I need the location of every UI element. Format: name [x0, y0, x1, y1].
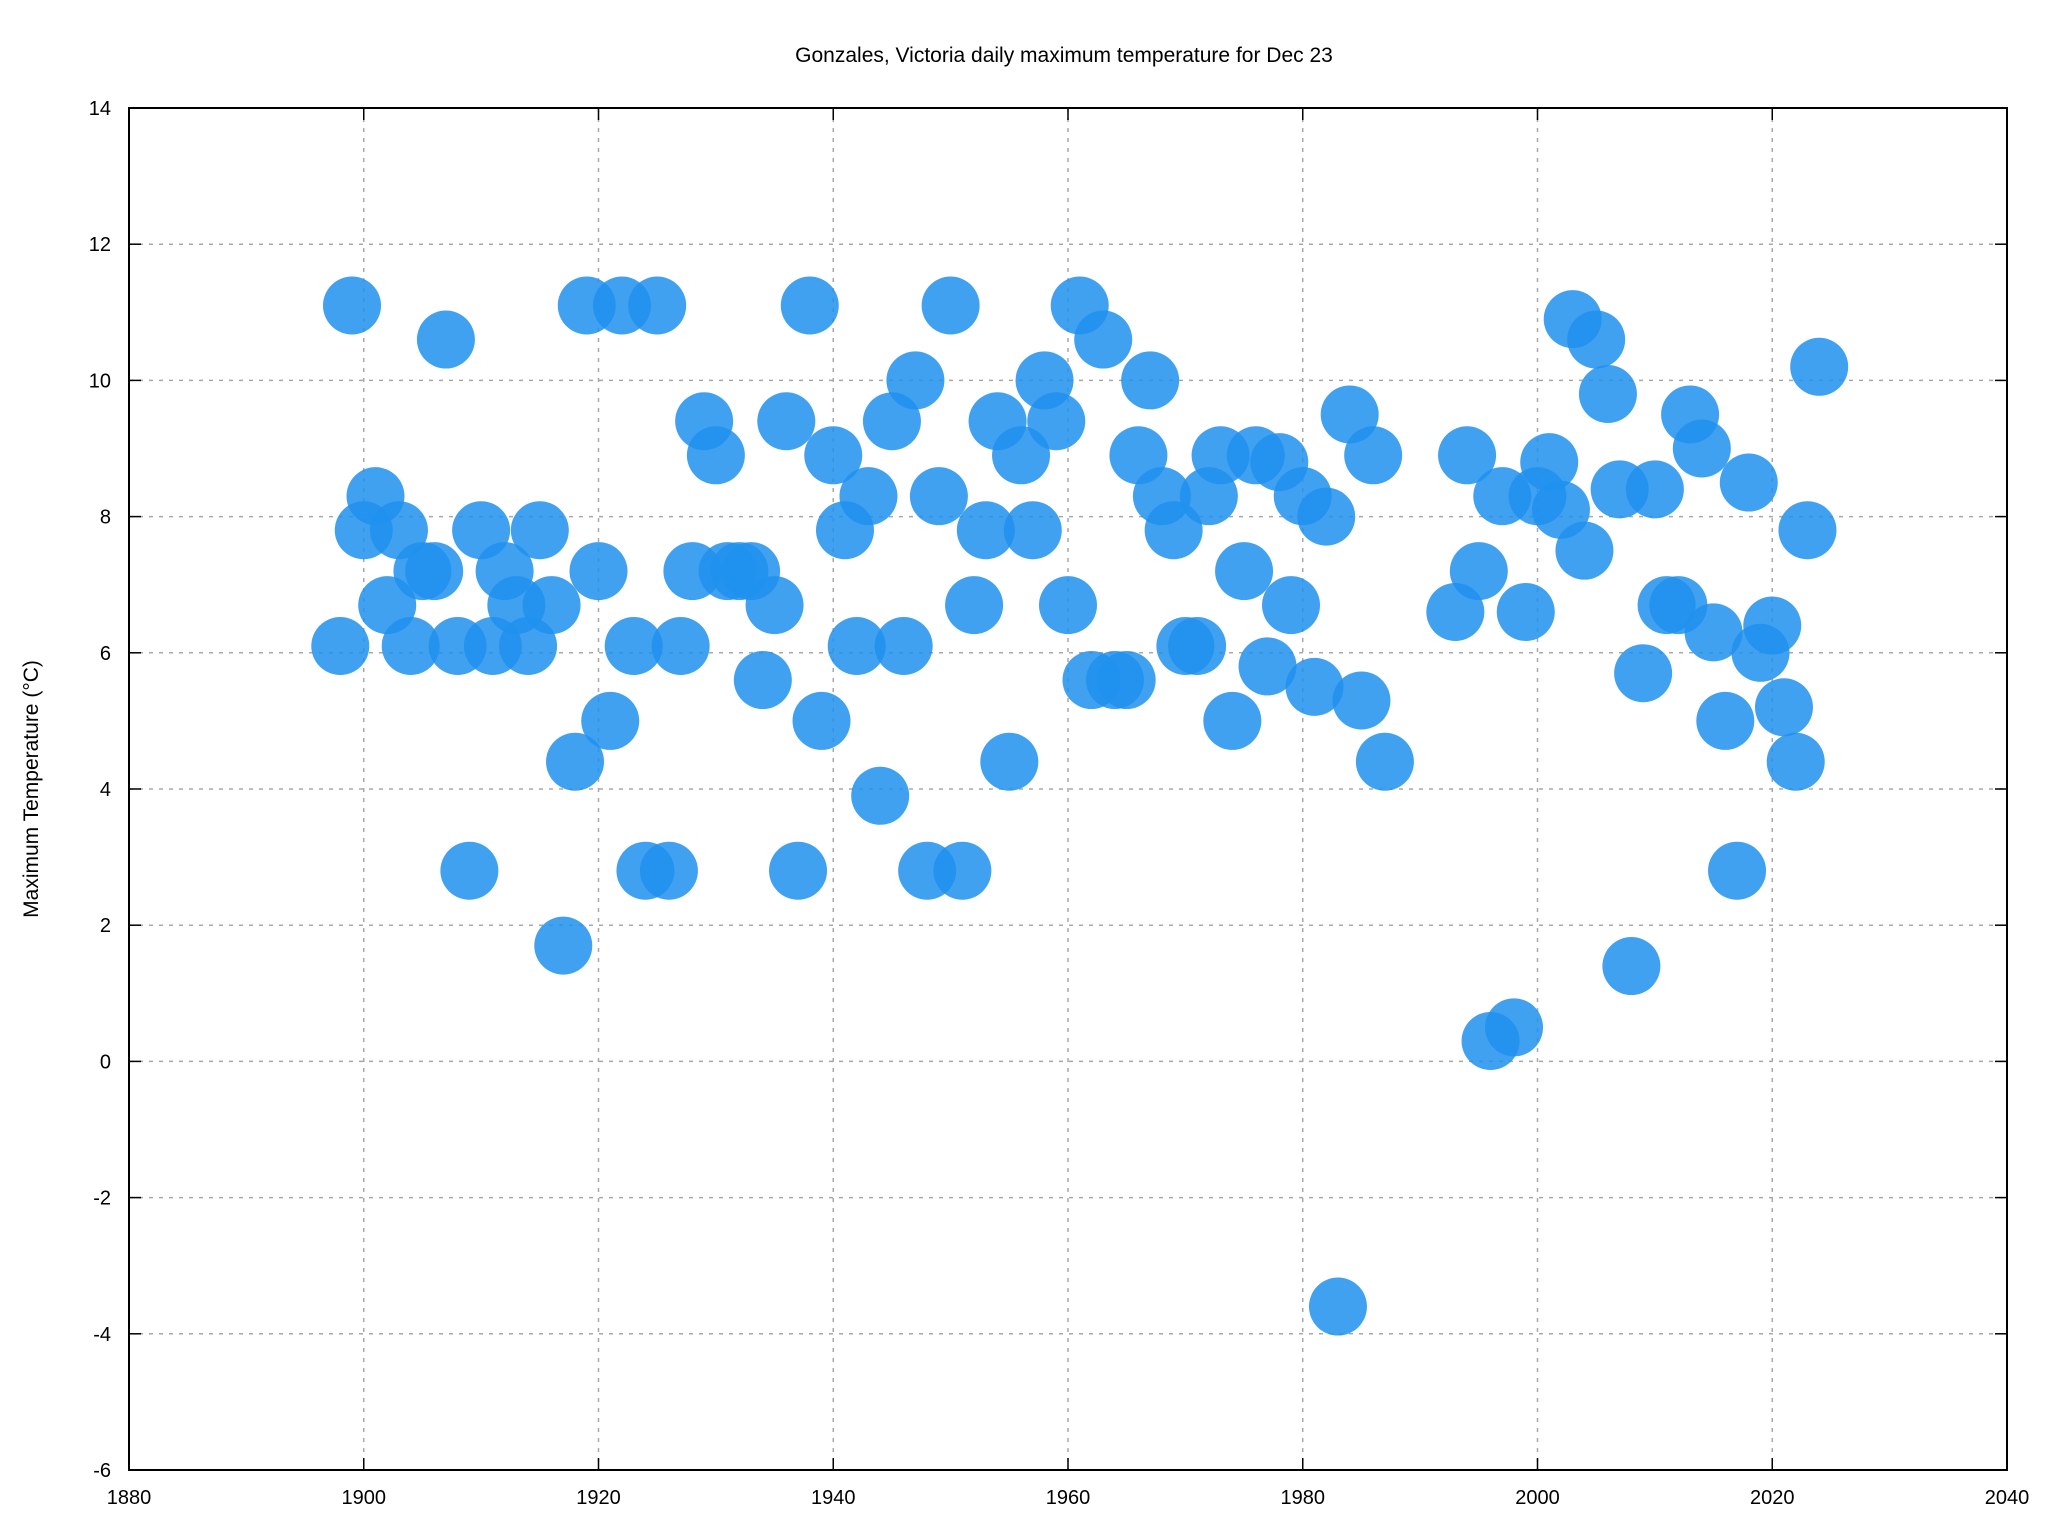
- data-point: [1496, 582, 1555, 641]
- data-point: [1215, 542, 1274, 601]
- chart-title: Gonzales, Victoria daily maximum tempera…: [795, 44, 1333, 67]
- y-tick-label: 2: [100, 915, 111, 937]
- data-point: [546, 732, 605, 791]
- data-point: [311, 616, 370, 675]
- x-tick-label: 1920: [576, 1487, 621, 1509]
- data-point: [1684, 603, 1743, 662]
- data-point: [1262, 576, 1321, 635]
- data-point: [804, 426, 863, 485]
- x-tick-label: 1960: [1046, 1487, 1091, 1509]
- data-point: [945, 576, 1004, 635]
- data-point: [1027, 392, 1086, 451]
- data-point: [1766, 732, 1825, 791]
- data-point: [1625, 460, 1684, 519]
- data-point: [980, 732, 1039, 791]
- y-axis-title: Maximum Temperature (°C): [20, 660, 43, 918]
- data-point: [1578, 365, 1637, 424]
- y-tick-label: 8: [100, 507, 111, 529]
- data-point: [1121, 351, 1180, 410]
- data-point: [933, 841, 992, 900]
- y-tick-label: 6: [100, 643, 111, 665]
- data-point: [1332, 671, 1391, 730]
- data-point: [628, 276, 687, 335]
- data-point: [534, 916, 593, 975]
- data-point: [1039, 576, 1097, 635]
- data-point: [874, 616, 933, 675]
- data-point: [1308, 1277, 1367, 1336]
- data-point: [1238, 637, 1297, 696]
- data-point: [769, 841, 828, 900]
- y-tick-label: 4: [100, 779, 111, 801]
- data-point: [757, 392, 816, 451]
- data-point: [921, 276, 980, 335]
- data-point: [956, 501, 1015, 560]
- axis-ticks: 1880 1900 1920 1940 1960 1980 2000 2020 2040 -6 -4…: [89, 98, 2030, 1509]
- x-tick-label: 2040: [1985, 1487, 2030, 1509]
- y-tick-label: 0: [100, 1051, 111, 1073]
- x-tick-label: 2020: [1750, 1487, 1795, 1509]
- data-point: [1602, 937, 1661, 996]
- data-point: [323, 276, 382, 335]
- data-point: [1778, 501, 1837, 560]
- x-tick-label: 1880: [107, 1487, 152, 1509]
- data-point: [1355, 732, 1414, 791]
- data-point: [851, 766, 910, 825]
- data-point: [1614, 644, 1673, 703]
- y-tick-label: 14: [89, 98, 111, 120]
- data-point: [569, 542, 628, 601]
- data-point: [909, 467, 968, 526]
- data-point: [839, 467, 898, 526]
- data-point: [745, 576, 804, 635]
- y-tick-label: -6: [93, 1460, 111, 1482]
- data-point: [381, 616, 440, 675]
- x-tick-label: 1900: [342, 1487, 387, 1509]
- data-point: [686, 426, 745, 485]
- data-point: [1003, 501, 1062, 560]
- data-point: [1672, 419, 1731, 478]
- x-tick-label: 1980: [1281, 1487, 1326, 1509]
- data-point: [604, 616, 663, 675]
- plot-frame: [128, 107, 2008, 1471]
- y-tick-label: 10: [89, 370, 111, 392]
- data-point: [581, 691, 640, 750]
- data-point: [1708, 841, 1767, 900]
- data-point: [827, 616, 886, 675]
- data-points: [311, 276, 1849, 1336]
- data-point: [1285, 657, 1344, 716]
- data-point: [1168, 616, 1227, 675]
- data-point: [1719, 453, 1778, 512]
- data-point: [440, 841, 499, 900]
- y-tick-label: -2: [93, 1188, 111, 1210]
- data-point: [510, 501, 569, 560]
- data-point: [792, 691, 851, 750]
- data-point: [1449, 542, 1508, 601]
- data-point: [1743, 596, 1802, 655]
- data-point: [522, 576, 581, 635]
- data-point: [1344, 426, 1403, 485]
- data-point: [886, 351, 945, 410]
- data-point: [405, 542, 464, 601]
- data-point: [1754, 678, 1813, 737]
- data-point: [1567, 310, 1626, 369]
- data-point: [651, 616, 710, 675]
- data-point: [1790, 337, 1849, 396]
- data-point: [1520, 433, 1579, 492]
- data-point: [1555, 521, 1614, 580]
- data-point: [1203, 691, 1262, 750]
- data-point: [1297, 487, 1356, 546]
- y-tick-label: 12: [89, 234, 111, 256]
- data-point: [1074, 310, 1133, 369]
- data-point: [733, 651, 792, 710]
- data-point: [1696, 691, 1755, 750]
- x-tick-label: 1940: [811, 1487, 856, 1509]
- data-point: [639, 841, 698, 900]
- data-point: [1438, 426, 1497, 485]
- data-point: [780, 276, 839, 335]
- data-point: [1097, 651, 1156, 710]
- data-point: [1485, 998, 1544, 1057]
- y-tick-label: -4: [93, 1324, 111, 1346]
- x-tick-label: 2000: [1515, 1487, 1560, 1509]
- data-point: [416, 310, 475, 369]
